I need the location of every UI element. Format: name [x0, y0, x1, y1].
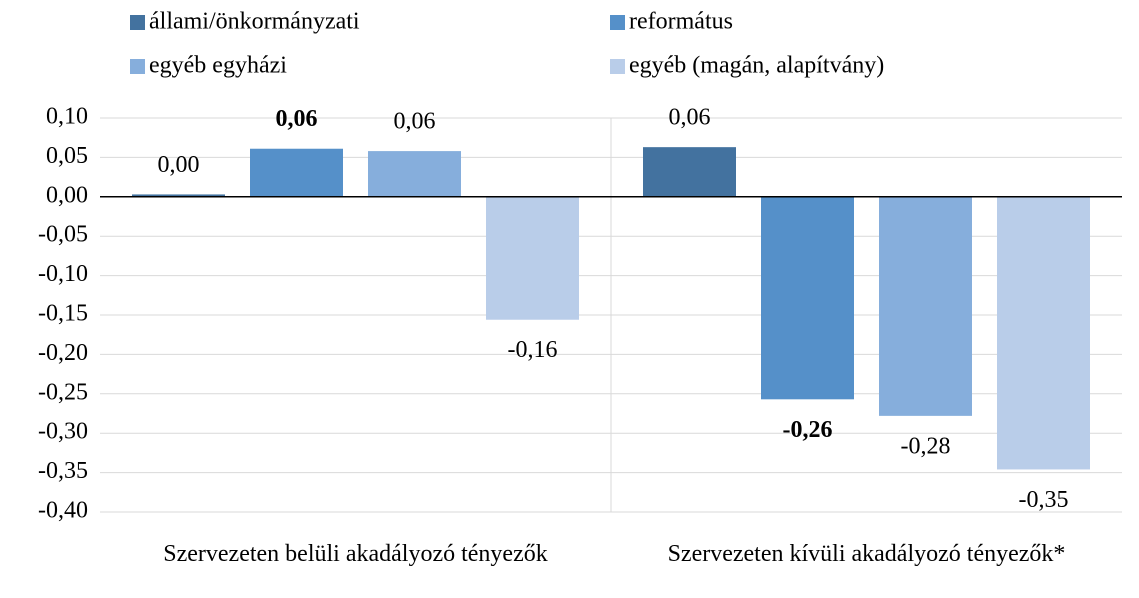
data-label: -0,28	[901, 433, 951, 459]
legend-label: egyéb (magán, alapítvány)	[629, 53, 884, 79]
bar	[761, 196, 854, 400]
y-tick-label: -0,15	[38, 301, 88, 327]
y-tick-label: -0,10	[38, 261, 88, 287]
bar	[250, 148, 343, 197]
legend-label: egyéb egyházi	[149, 53, 287, 79]
bar	[486, 196, 579, 320]
bar	[132, 194, 225, 197]
data-label: -0,16	[508, 337, 558, 363]
data-label: 0,06	[669, 105, 711, 131]
legend-swatch	[130, 59, 145, 74]
y-tick-label: -0,40	[38, 498, 88, 524]
legend-swatch	[610, 59, 625, 74]
data-label: -0,35	[1019, 487, 1069, 513]
data-label: 0,06	[276, 106, 318, 132]
y-tick-label: -0,20	[38, 340, 88, 366]
bar	[643, 147, 736, 197]
data-label: 0,06	[394, 109, 436, 135]
legend-label: református	[629, 9, 733, 35]
y-tick-label: -0,30	[38, 419, 88, 445]
y-tick-label: -0,25	[38, 379, 88, 405]
y-tick-label: 0,10	[46, 104, 88, 130]
x-tick-label: Szervezeten belüli akadályozó tényezők	[163, 541, 548, 567]
y-tick-label: 0,05	[46, 143, 88, 169]
bar	[368, 151, 461, 197]
y-tick-label: -0,35	[38, 458, 88, 484]
data-label: -0,26	[783, 417, 833, 443]
x-tick-label: Szervezeten kívüli akadályozó tényezők*	[667, 541, 1066, 567]
y-tick-label: 0,00	[46, 182, 88, 208]
legend-swatch	[130, 15, 145, 30]
y-tick-label: -0,05	[38, 222, 88, 248]
legend-swatch	[610, 15, 625, 30]
data-label: 0,00	[158, 152, 200, 178]
bar	[879, 196, 972, 416]
bar	[997, 196, 1090, 470]
legend-label: állami/önkormányzati	[149, 9, 360, 35]
